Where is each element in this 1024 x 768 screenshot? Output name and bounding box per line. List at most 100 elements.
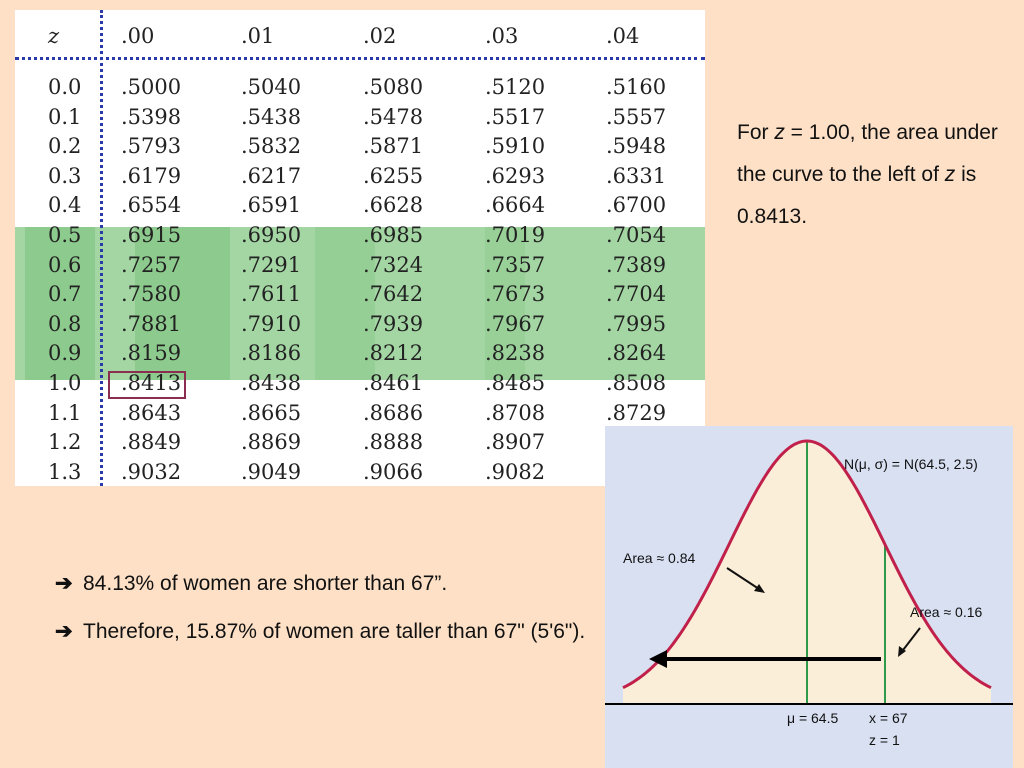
probability-cell: .5120 — [485, 75, 546, 99]
column-header: .03 — [485, 24, 519, 48]
z-value-cell: 0.3 — [48, 163, 82, 188]
z-value-cell: 1.1 — [48, 400, 82, 425]
z-value-cell: 0.7 — [48, 282, 82, 307]
probability-cell: .8665 — [241, 400, 302, 425]
probability-cell: .8238 — [485, 341, 546, 366]
highlighted-rows-band — [15, 227, 705, 380]
bullet-item: ➔ 84.13% of women are shorter than 67”. — [55, 560, 600, 608]
probability-cell: .8708 — [485, 400, 546, 425]
probability-cell: .6331 — [606, 163, 667, 188]
probability-cell: .5080 — [363, 75, 424, 99]
probability-cell: .5438 — [241, 104, 302, 129]
arrow-icon: ➔ — [55, 572, 73, 595]
probability-cell: .6628 — [363, 193, 424, 218]
probability-cell: .9066 — [363, 459, 424, 484]
probability-cell: .8643 — [121, 400, 182, 425]
probability-cell: .5517 — [485, 104, 546, 129]
bullet-item: ➔ Therefore, 15.87% of women are taller t… — [55, 608, 600, 656]
probability-cell: .7580 — [121, 282, 182, 307]
probability-cell: .7881 — [121, 311, 182, 336]
z-value-cell: 0.1 — [48, 104, 82, 129]
arrow-icon: ➔ — [55, 620, 73, 643]
probability-cell: .7257 — [121, 252, 182, 277]
column-header: .04 — [606, 24, 640, 48]
probability-cell: .9082 — [485, 459, 546, 484]
conclusion-bullets: ➔ 84.13% of women are shorter than 67”. ➔… — [55, 560, 600, 656]
probability-cell: .8508 — [606, 371, 667, 395]
x-label: x = 67 — [869, 710, 908, 726]
probability-cell: .5832 — [241, 134, 302, 159]
probability-cell: .9032 — [121, 459, 182, 484]
probability-cell: .8686 — [363, 400, 424, 425]
probability-cell: .5478 — [363, 104, 424, 129]
probability-cell: .6591 — [241, 193, 302, 218]
probability-cell: .7995 — [606, 311, 667, 336]
probability-cell: .7910 — [241, 311, 302, 336]
probability-cell: .5160 — [606, 75, 667, 99]
normal-curve-figure: N(μ, σ) = N(64.5, 2.5) Area ≈ 0.84 Area … — [605, 426, 1013, 768]
probability-cell: .5557 — [606, 104, 667, 129]
mean-label: μ = 64.5 — [787, 710, 838, 726]
probability-cell: .8413 — [121, 371, 182, 395]
probability-cell: .7324 — [363, 252, 424, 277]
explanation-text: For z = 1.00, the area under the curve t… — [737, 121, 998, 228]
z-value-cell: 1.2 — [48, 430, 82, 455]
z-value-cell: 0.0 — [48, 75, 82, 99]
probability-cell: .6255 — [363, 163, 424, 188]
probability-cell: .7054 — [606, 223, 667, 247]
probability-cell: .6179 — [121, 163, 182, 188]
probability-cell: .8264 — [606, 341, 667, 366]
probability-cell: .8438 — [241, 371, 302, 395]
z-value-cell: 1.0 — [48, 371, 82, 395]
probability-cell: .8729 — [606, 400, 667, 425]
probability-cell: .8485 — [485, 371, 546, 395]
probability-cell: .5871 — [363, 134, 424, 159]
distribution-label: N(μ, σ) = N(64.5, 2.5) — [844, 456, 978, 472]
probability-cell: .8849 — [121, 430, 182, 455]
z-column-header: z — [48, 24, 60, 48]
z-value-cell: 1.3 — [48, 459, 82, 484]
probability-cell: .7704 — [606, 282, 667, 307]
probability-cell: .6700 — [606, 193, 667, 218]
left-arrow-head — [649, 650, 667, 668]
probability-cell: .6985 — [363, 223, 424, 247]
area-right-pointer-head — [898, 646, 906, 657]
probability-cell: .8461 — [363, 371, 424, 395]
probability-cell: .7019 — [485, 223, 546, 247]
z-label: z = 1 — [869, 732, 900, 748]
area-left-pointer-head — [754, 584, 765, 593]
probability-cell: .7357 — [485, 252, 546, 277]
probability-cell: .7611 — [241, 282, 302, 307]
area-right-label: Area ≈ 0.16 — [910, 604, 982, 620]
z-value-cell: 0.8 — [48, 311, 82, 336]
probability-cell: .6554 — [121, 193, 182, 218]
probability-cell: .6293 — [485, 163, 546, 188]
z-value-cell: 0.9 — [48, 341, 82, 366]
probability-cell: .5910 — [485, 134, 546, 159]
probability-cell: .8907 — [485, 430, 546, 455]
probability-cell: .8186 — [241, 341, 302, 366]
area-left-pointer — [726, 567, 763, 592]
z-value-cell: 0.4 — [48, 193, 82, 218]
probability-cell: .6217 — [241, 163, 302, 188]
probability-cell: .7673 — [485, 282, 546, 307]
probability-cell: .7967 — [485, 311, 546, 336]
probability-cell: .5793 — [121, 134, 182, 159]
probability-cell: .7389 — [606, 252, 667, 277]
column-header: .00 — [121, 24, 155, 48]
probability-cell: .8869 — [241, 430, 302, 455]
probability-cell: .5948 — [606, 134, 667, 159]
probability-cell: .6915 — [121, 223, 182, 247]
area-left-label: Area ≈ 0.84 — [623, 550, 695, 566]
probability-cell: .5398 — [121, 104, 182, 129]
highlight-box — [108, 371, 186, 399]
column-header: .01 — [241, 24, 275, 48]
z-value-cell: 0.5 — [48, 223, 82, 247]
z-table: z .00 .01 .02 .03 .04 0.0 .5000 .5040 .5080 .5120.… — [15, 10, 705, 486]
header-divider — [15, 57, 705, 60]
probability-cell: .6950 — [241, 223, 302, 247]
probability-cell: .7939 — [363, 311, 424, 336]
probability-cell: .8212 — [363, 341, 424, 366]
probability-cell: .9049 — [241, 459, 302, 484]
probability-cell: .5000 — [121, 75, 182, 99]
